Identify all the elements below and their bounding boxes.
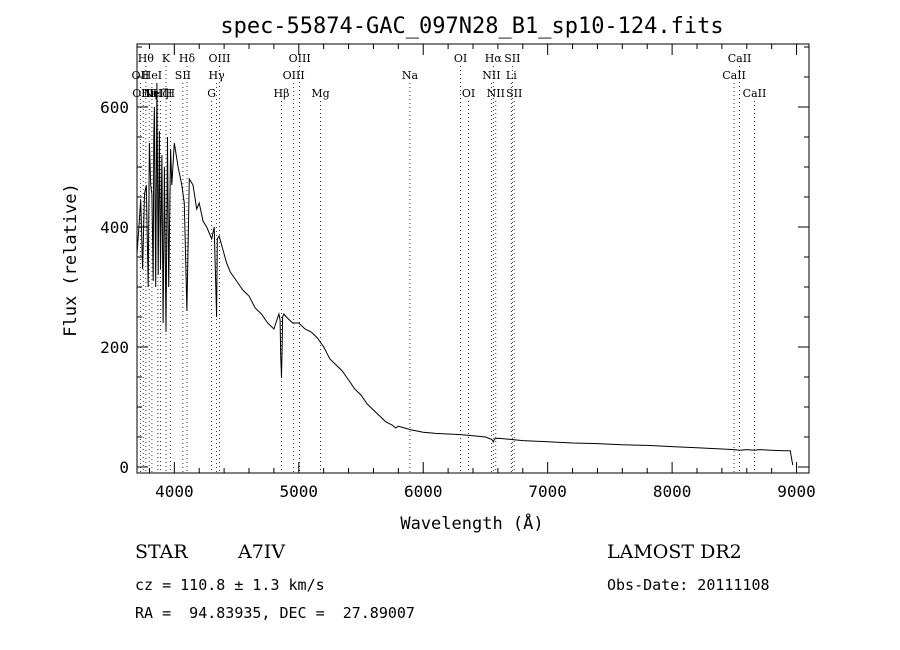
- x-axis-label: Wavelength (Å): [400, 512, 543, 534]
- plot-frame: [136, 43, 810, 474]
- spectral-line-label: SII: [504, 52, 520, 65]
- spectral-line-label: Hβ: [274, 87, 290, 100]
- spectral-line-label: Hδ: [179, 52, 196, 65]
- spectral-line-label: Mg: [311, 87, 329, 100]
- spectral-line-label: Hα: [485, 52, 503, 65]
- spectral-line-label: Hη: [141, 87, 157, 100]
- spectrum-series-line: [136, 82, 794, 466]
- spectral-line-label: SII: [506, 87, 522, 100]
- spectral-line-label: Hθ: [138, 52, 155, 65]
- spectral-line-label: Hγ: [209, 69, 226, 82]
- x-tick-label: 5000: [280, 482, 319, 501]
- spectral-line-label: NII: [487, 87, 505, 100]
- spectral-line-label: OII: [132, 69, 150, 82]
- spectral-line-label: NeIII: [143, 87, 172, 100]
- y-tick-label: 400: [100, 218, 129, 237]
- redshift-cz: cz = 110.8 ± 1.3 km/s: [135, 576, 325, 594]
- spectral-line-label: Li: [506, 69, 517, 82]
- spectral-line-label: HeI: [142, 69, 162, 82]
- observation-date: Obs-Date: 20111108: [607, 576, 770, 594]
- y-tick-label: 200: [100, 338, 129, 357]
- spectral-line-label: OI: [454, 52, 467, 65]
- x-tick-label: 6000: [404, 482, 443, 501]
- spectral-line-label: CaII: [728, 52, 752, 65]
- spectral-line-label: OIII: [289, 52, 311, 65]
- object-subclass: A7IV: [238, 541, 286, 563]
- y-axis-label: Flux (relative): [61, 183, 81, 337]
- spectral-line-label: K: [162, 52, 171, 65]
- spectral-line-markers: [139, 66, 755, 473]
- x-tick-label: 4000: [155, 482, 194, 501]
- y-tick-label: 600: [100, 98, 129, 117]
- x-tick-label: 7000: [528, 482, 567, 501]
- spectral-line-label: SII: [175, 69, 191, 82]
- spectral-line-label: OI: [462, 87, 475, 100]
- spectral-line-label: H: [166, 87, 176, 100]
- x-tick-label: 8000: [653, 482, 692, 501]
- survey-name: LAMOST DR2: [607, 541, 742, 563]
- spectral-line-label: OIII: [283, 69, 305, 82]
- spectral-line-label: OIII: [132, 87, 154, 100]
- axis-ticks: 4000 5000 6000 7000 8000 9000 0 200 400 600: [100, 44, 816, 501]
- spectral-line-label: OIII: [208, 52, 230, 65]
- object-class: STAR: [135, 541, 188, 563]
- y-tick-label: 0: [119, 458, 129, 477]
- spectral-line-label: CaII: [743, 87, 767, 100]
- x-tick-label: 9000: [777, 482, 816, 501]
- spectral-line-label: CaII: [722, 69, 746, 82]
- spectral-line-label: NII: [482, 69, 500, 82]
- ra-dec-coordinates: RA = 94.83935, DEC = 27.89007: [135, 604, 415, 622]
- spectral-line-label: G: [207, 87, 216, 100]
- spectral-line-label: Na: [402, 69, 419, 82]
- chart-title: spec-55874-GAC_097N28_B1_sp10-124.fits: [220, 14, 723, 39]
- spectral-line-labels: OIIOIIIHθHηHeINeIIIHζKHSIIHδGHγOIIIHβOII…: [132, 52, 767, 100]
